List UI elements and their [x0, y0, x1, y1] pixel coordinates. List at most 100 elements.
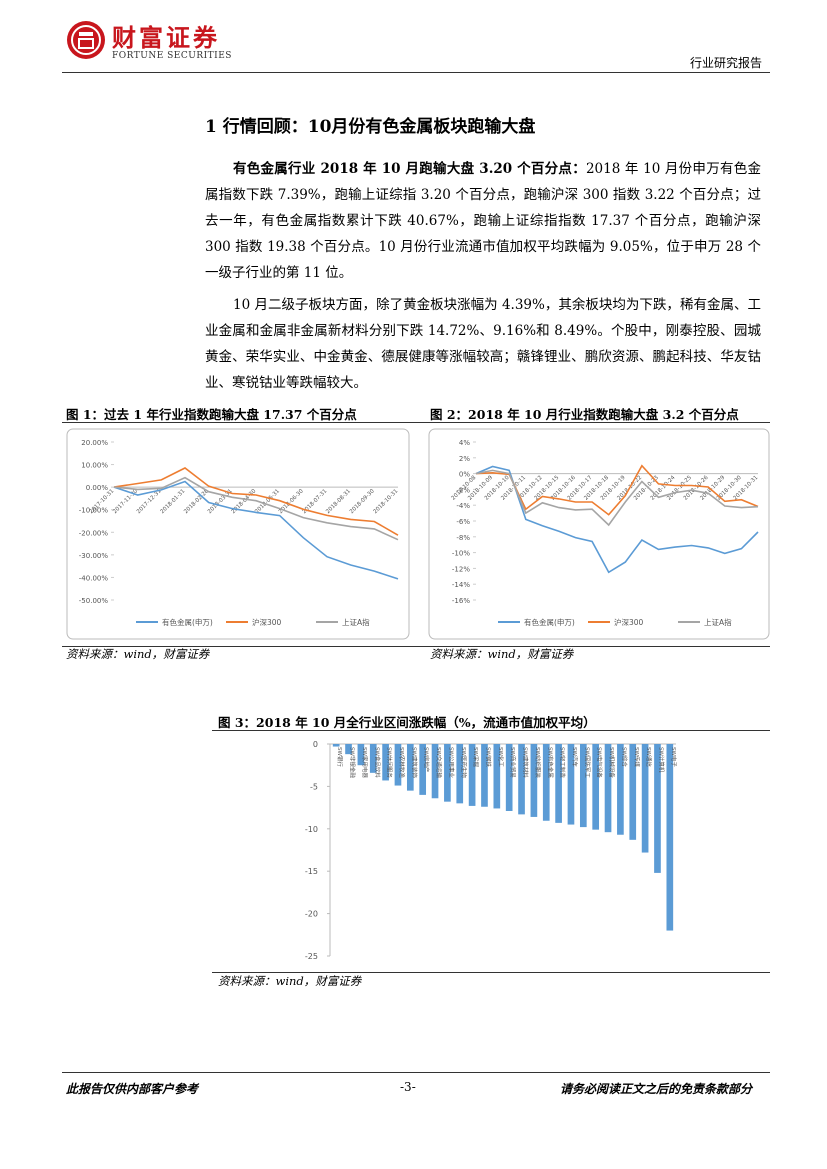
x-tick-label: SW计算机	[657, 747, 665, 773]
y-tick-label: -2%	[456, 486, 470, 494]
legend-label: 沪深300	[614, 617, 644, 627]
x-tick-label: SW交通运输	[435, 747, 443, 778]
y-tick-label: 0.00%	[86, 484, 109, 492]
source-note: 资料来源：wind，财富证券	[218, 974, 362, 988]
x-tick-label: SW休闲服务	[386, 747, 394, 778]
bar	[394, 744, 402, 786]
x-tick-label: SW银行	[336, 747, 344, 767]
y-tick-label: 0%	[459, 471, 470, 479]
series-line	[113, 467, 399, 536]
bar	[468, 744, 476, 806]
x-tick-label: SW通信	[645, 747, 653, 767]
figure-rule	[62, 422, 770, 423]
x-tick-label: SW汽车	[571, 747, 579, 767]
y-tick-label: -20.00%	[79, 529, 109, 537]
header-rule	[62, 72, 770, 73]
source-note: 资料来源：wind，财富证券	[66, 647, 210, 661]
para-text: 10 月二级子板块方面，除了黄金板块涨幅为 4.39%，其余板块均为下跌，稀有金…	[205, 297, 761, 391]
y-tick-label: -15	[305, 867, 318, 876]
figure-rule	[212, 730, 770, 731]
x-tick-label: SW化工	[497, 747, 505, 767]
bar	[369, 744, 377, 773]
x-tick-label: SW食品饮料	[373, 747, 381, 778]
series-line	[113, 476, 399, 541]
bar	[641, 744, 649, 853]
figure-title: 图 1：过去 1 年行业指数跑输大盘 17.37 个百分点	[66, 407, 357, 422]
y-tick-label: 10.00%	[81, 462, 108, 470]
footer-left: 此报告仅供内部客户参考	[66, 1082, 199, 1096]
y-tick-label: -25	[305, 952, 318, 961]
bar	[456, 744, 464, 804]
chart-frame	[428, 428, 770, 640]
paragraph: 10 月二级子板块方面，除了黄金板块涨幅为 4.39%，其余板块均为下跌，稀有金…	[205, 292, 761, 396]
x-tick-label: SW有色金属	[546, 747, 554, 778]
bar	[345, 744, 352, 755]
y-tick-label: -6%	[456, 518, 470, 526]
x-tick-label: SW农林牧渔	[398, 747, 406, 778]
para-text: 2018 年 10 月份申万有色金属指数下跌 7.39%，跑输上证综指 3.20…	[205, 161, 761, 281]
x-tick-label: SW综合	[620, 747, 628, 767]
y-tick-label: -50.00%	[79, 597, 109, 605]
bar	[518, 744, 525, 815]
bar	[567, 744, 575, 825]
x-tick-label: SW国防军工	[583, 747, 591, 778]
x-tick-label: SW机械设备	[608, 747, 616, 778]
x-tick-label: SW建筑装饰	[410, 747, 418, 778]
chart: 0 -5 -10 -15 -20 -25 SW银行 SW非银金融 SW家用电器 SW食品饮料 SW休…	[305, 740, 678, 961]
y-tick-label: -20	[305, 910, 318, 919]
y-tick-label: 0	[313, 740, 318, 749]
bar	[481, 744, 488, 807]
bar	[654, 744, 661, 873]
x-tick-label: SW房地产	[423, 747, 431, 773]
y-tick-label: -10%	[452, 550, 470, 558]
y-tick-label: 20.00%	[81, 439, 108, 447]
source-note: 资料来源：wind，财富证券	[430, 647, 574, 661]
y-tick-label: -4%	[456, 502, 470, 510]
figure-title: 图 3：2018 年 10 月全行业区间涨跌幅（%，流通市值加权平均）	[218, 715, 596, 730]
x-tick-label: SW公用事业	[447, 747, 455, 778]
x-tick-label: SW传媒	[633, 747, 641, 767]
bar	[530, 744, 538, 817]
page-number: -3-	[400, 1080, 416, 1094]
x-tick-label: SW医药生物	[460, 747, 468, 778]
series-line	[475, 464, 759, 516]
figure-rule	[62, 646, 770, 647]
bar	[406, 744, 414, 791]
x-tick-label: SW商业贸易	[509, 747, 517, 778]
bar	[666, 744, 674, 931]
bar	[357, 744, 365, 766]
y-tick-label: -10.00%	[79, 507, 109, 515]
bar	[382, 744, 389, 781]
paragraph: 有色金属行业 2018 年 10 月跑输大盘 3.20 个百分点：2018 年 …	[205, 156, 761, 286]
series-line	[475, 465, 759, 574]
bar	[505, 744, 513, 811]
report-type: 行业研究报告	[690, 56, 763, 70]
chart: 20.00% 10.00% 0.00% -10.00% -20.00% -30.00% -4…	[66, 428, 410, 640]
bar	[579, 744, 587, 828]
x-tick-label: SW非银金融	[349, 747, 357, 778]
bar	[629, 744, 637, 840]
footer-rule	[62, 1072, 770, 1073]
section-title: 1 行情回顾：10月份有色金属板块跑输大盘	[205, 117, 536, 137]
x-tick-label: SW电气设备	[596, 747, 604, 778]
series-line	[113, 480, 399, 580]
chart-frame	[66, 428, 410, 640]
y-tick-label: -8%	[456, 534, 470, 542]
legend-label: 上证A指	[342, 617, 370, 627]
bar	[617, 744, 624, 835]
x-tick-label: SW电子	[670, 747, 678, 767]
bar	[493, 744, 501, 809]
bar	[604, 744, 612, 833]
y-tick-label: 4%	[459, 439, 470, 447]
x-tick-label: SW钢铁	[484, 747, 492, 767]
x-tick-label: SW家用电器	[361, 747, 369, 778]
bar	[542, 744, 550, 821]
chart: 4%2%0%-2%-4%-6%-8%-10%-12%-14%-16%2018-1…	[428, 428, 770, 640]
footer-right: 请务必阅读正文之后的免责条款部分	[560, 1082, 753, 1096]
bar	[444, 744, 451, 802]
logo-mark	[67, 21, 105, 59]
x-tick-label: SW建筑材料	[522, 747, 530, 778]
legend-label: 有色金属(申万)	[524, 617, 575, 627]
bar	[592, 744, 600, 830]
